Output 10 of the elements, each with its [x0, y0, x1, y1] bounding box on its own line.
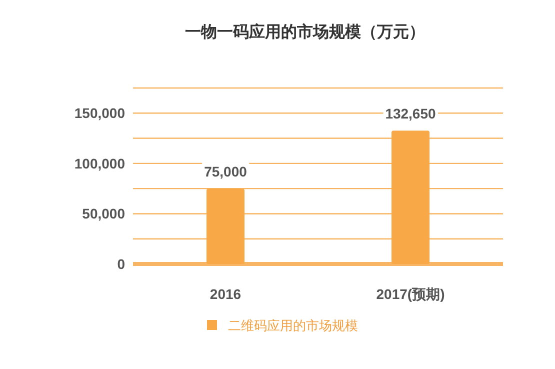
chart-title: 一物一码应用的市场规模（万元）: [185, 22, 425, 41]
y-tick-label: 150,000: [74, 105, 126, 122]
data-label: 75,000: [204, 164, 248, 180]
y-tick-label: 50,000: [82, 206, 126, 222]
data-label: 132,650: [385, 106, 436, 122]
legend-label: 二维码应用的市场规模: [228, 318, 358, 333]
y-tick-label: 0: [117, 256, 126, 272]
x-tick-label: 2016: [210, 286, 242, 302]
y-tick-label: 100,000: [74, 155, 126, 172]
x-tick-label: 2017(预期): [376, 286, 445, 302]
